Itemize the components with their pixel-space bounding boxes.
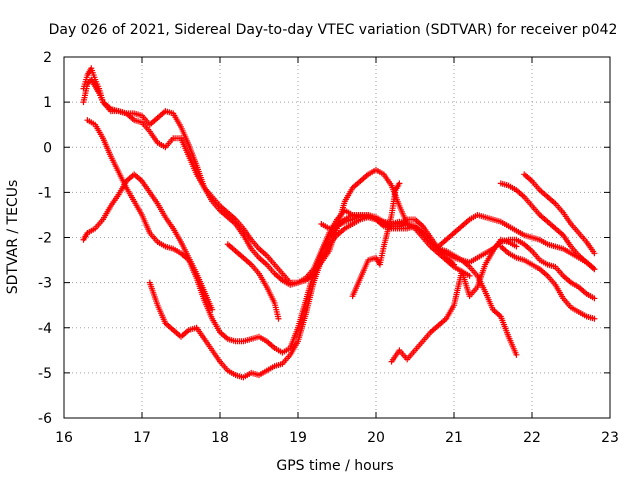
- x-tick-label: 22: [523, 430, 541, 446]
- y-tick-label: 1: [43, 95, 52, 111]
- y-tick-label: 2: [43, 50, 52, 66]
- y-tick-label: -1: [38, 185, 52, 201]
- data-points: [80, 65, 598, 381]
- axis-ticks: 16 17 18 19 20 21 22 23 -6 -5 -4 -3 -2 -1 0 1 2: [38, 50, 619, 446]
- y-axis-label: SDTVAR / TECUs: [5, 180, 21, 295]
- series-s9: [388, 236, 520, 365]
- chart-title: Day 026 of 2021, Sidereal Day-to-day VTE…: [49, 22, 618, 38]
- x-tick-label: 21: [445, 430, 463, 446]
- x-axis-label: GPS time / hours: [276, 458, 393, 474]
- series-s13: [497, 243, 598, 322]
- y-tick-label: 0: [43, 140, 52, 156]
- series-s8: [349, 180, 403, 300]
- x-tick-label: 16: [55, 430, 73, 446]
- y-tick-label: -6: [38, 411, 52, 427]
- plot-frame: [63, 56, 611, 419]
- series-s4: [80, 171, 216, 313]
- y-tick-label: -4: [38, 321, 52, 337]
- series-s5: [146, 214, 473, 381]
- x-tick-label: 17: [133, 430, 151, 446]
- series-s11: [497, 180, 598, 273]
- y-tick-label: -3: [38, 276, 52, 292]
- x-tick-label: 20: [367, 430, 385, 446]
- series-s12: [521, 171, 598, 257]
- x-tick-label: 23: [601, 430, 619, 446]
- y-tick-label: -5: [38, 366, 52, 382]
- series-s6: [224, 241, 282, 322]
- x-tick-label: 19: [289, 430, 307, 446]
- x-tick-label: 18: [211, 430, 229, 446]
- y-tick-label: -2: [38, 231, 52, 247]
